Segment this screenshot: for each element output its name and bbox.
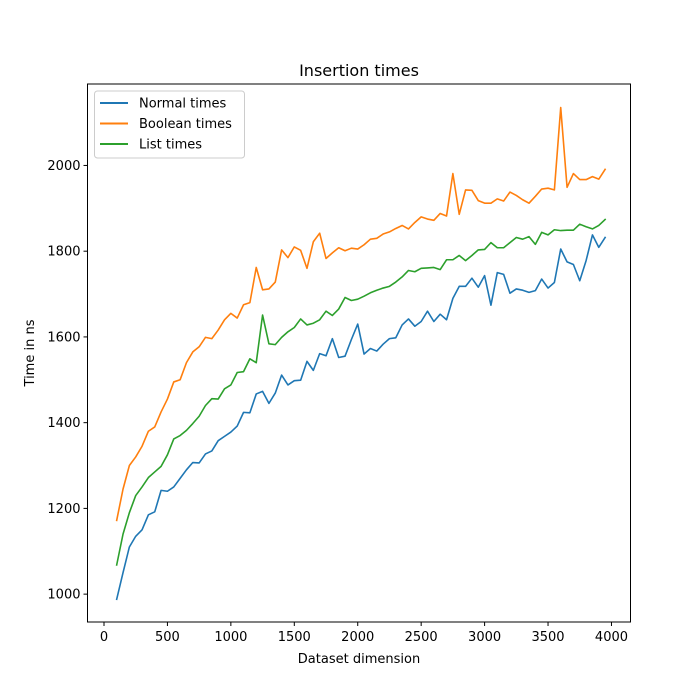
series-line-list-times bbox=[115, 218, 607, 566]
plot-area bbox=[87, 84, 631, 622]
y-tick-label: 1600 bbox=[47, 330, 80, 345]
y-tick-label: 1200 bbox=[47, 502, 80, 517]
x-tick-label: 500 bbox=[155, 630, 180, 645]
legend-label: Boolean times bbox=[139, 117, 232, 132]
x-tick-label: 2000 bbox=[341, 630, 374, 645]
series-line-normal-times bbox=[115, 234, 607, 601]
x-tick-label: 3000 bbox=[468, 630, 501, 645]
x-tick-label: 1500 bbox=[278, 630, 311, 645]
y-axis-label: Time in ns bbox=[23, 319, 38, 387]
y-axis: 1000 1200 1400 1600 1800 2000 bbox=[47, 159, 88, 603]
x-tick-label: 4000 bbox=[595, 630, 628, 645]
x-axis-label: Dataset dimension bbox=[298, 652, 420, 667]
series-layer bbox=[115, 106, 607, 601]
y-tick-label: 1000 bbox=[47, 588, 80, 603]
series-line-boolean-times bbox=[115, 106, 607, 522]
x-axis: 0 500 1000 1500 2000 2500 3000 3500 4000 bbox=[100, 622, 628, 645]
legend-label: List times bbox=[139, 138, 202, 153]
x-tick-label: 2500 bbox=[405, 630, 438, 645]
x-tick-label: 3500 bbox=[531, 630, 564, 645]
x-tick-label: 0 bbox=[100, 630, 108, 645]
y-tick-label: 1800 bbox=[47, 245, 80, 260]
y-tick-label: 1400 bbox=[47, 416, 80, 431]
legend-box bbox=[94, 90, 245, 159]
x-tick-label: 1000 bbox=[214, 630, 247, 645]
plot-frame bbox=[87, 83, 631, 623]
legend-label: Normal times bbox=[139, 97, 227, 112]
legend: Normal times Boolean times List times bbox=[94, 90, 245, 159]
y-tick-label: 2000 bbox=[47, 159, 80, 174]
chart-title: Insertion times bbox=[299, 61, 419, 80]
